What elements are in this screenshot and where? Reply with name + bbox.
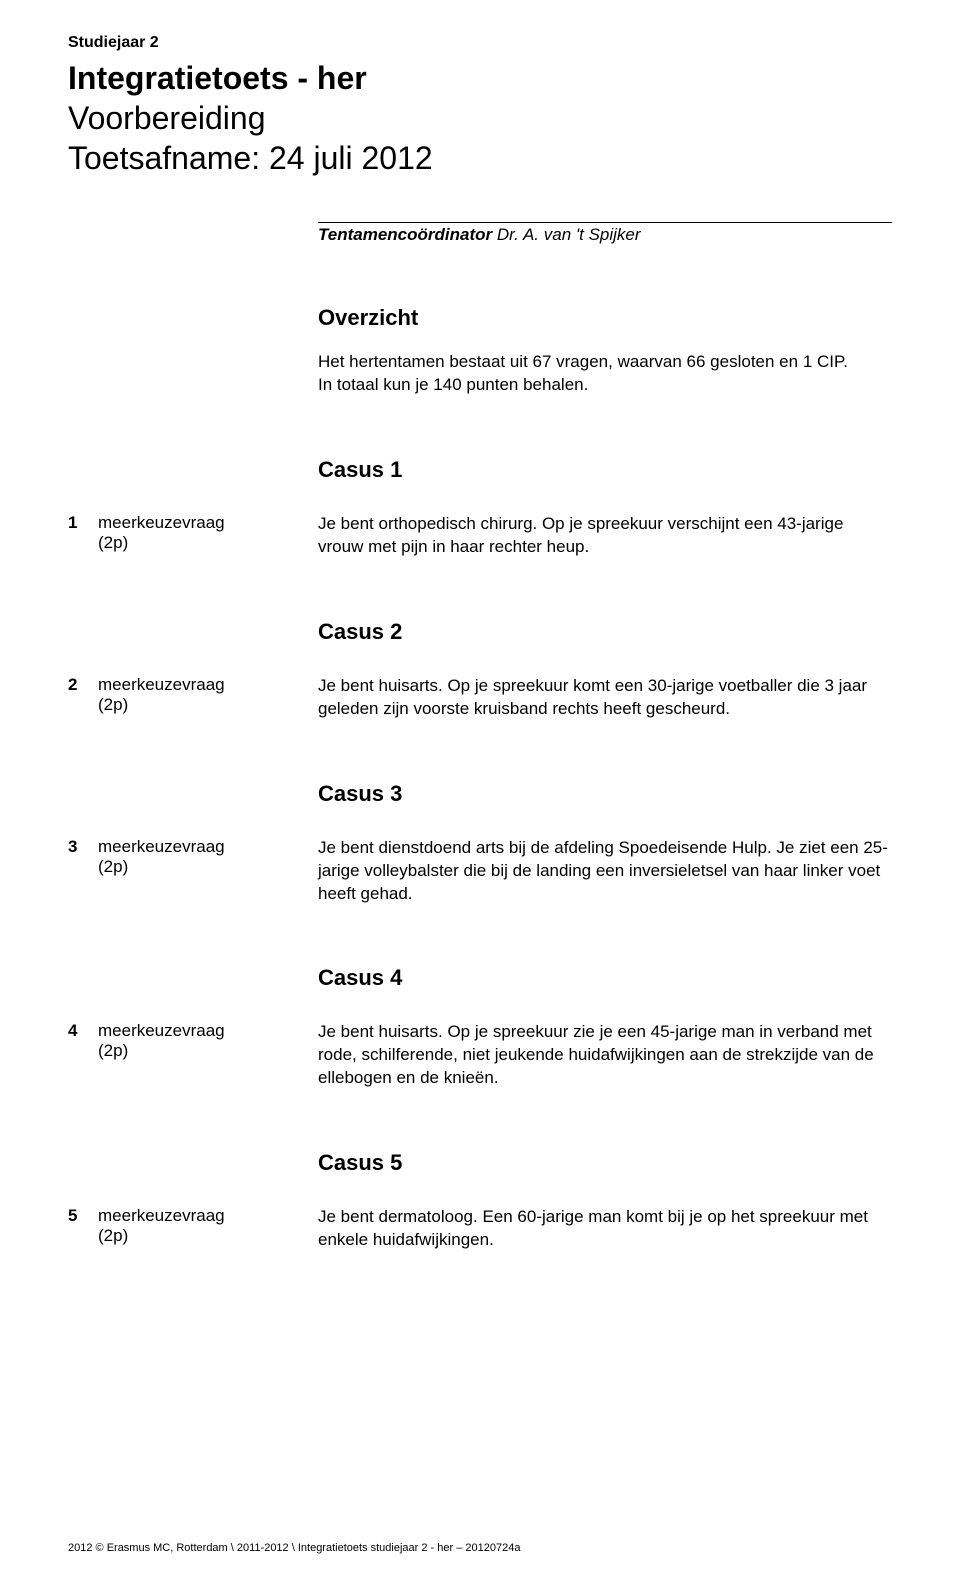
study-year: Studiejaar 2 bbox=[68, 34, 892, 52]
question-type-label: meerkeuzevraag bbox=[98, 1021, 225, 1040]
question-number: 4 bbox=[68, 1021, 98, 1090]
question-points: (2p) bbox=[98, 857, 318, 877]
coordinator-name: Dr. A. van 't Spijker bbox=[492, 225, 640, 244]
question-text: Je bent dienstdoend arts bij de afdeling… bbox=[318, 837, 892, 906]
question-points: (2p) bbox=[98, 533, 318, 553]
overview-block: Overzicht Het hertentamen bestaat uit 67… bbox=[68, 305, 892, 397]
overview-heading: Overzicht bbox=[318, 305, 892, 331]
question-row: 1 meerkeuzevraag (2p) Je bent orthopedis… bbox=[68, 513, 892, 559]
casus-block-4: Casus 4 4 meerkeuzevraag (2p) Je bent hu… bbox=[68, 965, 892, 1090]
question-type-label: meerkeuzevraag bbox=[98, 675, 225, 694]
question-points: (2p) bbox=[98, 1226, 318, 1246]
question-type-label: meerkeuzevraag bbox=[98, 1206, 225, 1225]
question-points: (2p) bbox=[98, 695, 318, 715]
overview-text: Het hertentamen bestaat uit 67 vragen, w… bbox=[318, 351, 892, 397]
casus-heading: Casus 1 bbox=[318, 457, 892, 483]
doc-subtitle-1: Voorbereiding bbox=[68, 98, 892, 138]
casus-block-5: Casus 5 5 meerkeuzevraag (2p) Je bent de… bbox=[68, 1150, 892, 1252]
question-type: meerkeuzevraag (2p) bbox=[98, 675, 318, 721]
question-row: 4 meerkeuzevraag (2p) Je bent huisarts. … bbox=[68, 1021, 892, 1090]
doc-title: Integratietoets - her bbox=[68, 58, 892, 98]
question-text: Je bent huisarts. Op je spreekuur komt e… bbox=[318, 675, 892, 721]
question-text: Je bent orthopedisch chirurg. Op je spre… bbox=[318, 513, 892, 559]
question-type: meerkeuzevraag (2p) bbox=[98, 1206, 318, 1252]
question-number: 3 bbox=[68, 837, 98, 906]
question-type-label: meerkeuzevraag bbox=[98, 513, 225, 532]
casus-heading: Casus 5 bbox=[318, 1150, 892, 1176]
casus-block-1: Casus 1 1 meerkeuzevraag (2p) Je bent or… bbox=[68, 457, 892, 559]
overview-text-2: In totaal kun je 140 punten behalen. bbox=[318, 375, 588, 394]
casus-block-2: Casus 2 2 meerkeuzevraag (2p) Je bent hu… bbox=[68, 619, 892, 721]
casus-heading: Casus 3 bbox=[318, 781, 892, 807]
question-number: 5 bbox=[68, 1206, 98, 1252]
doc-subtitle-2: Toetsafname: 24 juli 2012 bbox=[68, 138, 892, 178]
question-text: Je bent dermatoloog. Een 60-jarige man k… bbox=[318, 1206, 892, 1252]
casus-heading: Casus 4 bbox=[318, 965, 892, 991]
question-row: 3 meerkeuzevraag (2p) Je bent dienstdoen… bbox=[68, 837, 892, 906]
coordinator-label: Tentamencoördinator bbox=[318, 225, 492, 244]
question-text: Je bent huisarts. Op je spreekuur zie je… bbox=[318, 1021, 892, 1090]
question-type-label: meerkeuzevraag bbox=[98, 837, 225, 856]
question-points: (2p) bbox=[98, 1041, 318, 1061]
question-type: meerkeuzevraag (2p) bbox=[98, 1021, 318, 1090]
casus-block-3: Casus 3 3 meerkeuzevraag (2p) Je bent di… bbox=[68, 781, 892, 906]
question-type: meerkeuzevraag (2p) bbox=[98, 513, 318, 559]
question-type: meerkeuzevraag (2p) bbox=[98, 837, 318, 906]
question-number: 2 bbox=[68, 675, 98, 721]
question-number: 1 bbox=[68, 513, 98, 559]
question-row: 2 meerkeuzevraag (2p) Je bent huisarts. … bbox=[68, 675, 892, 721]
footer-text: 2012 © Erasmus MC, Rotterdam \ 2011-2012… bbox=[68, 1542, 520, 1554]
question-row: 5 meerkeuzevraag (2p) Je bent dermatoloo… bbox=[68, 1206, 892, 1252]
coordinator-row: Tentamencoördinator Dr. A. van 't Spijke… bbox=[318, 222, 892, 245]
overview-text-1: Het hertentamen bestaat uit 67 vragen, w… bbox=[318, 352, 848, 371]
casus-heading: Casus 2 bbox=[318, 619, 892, 645]
